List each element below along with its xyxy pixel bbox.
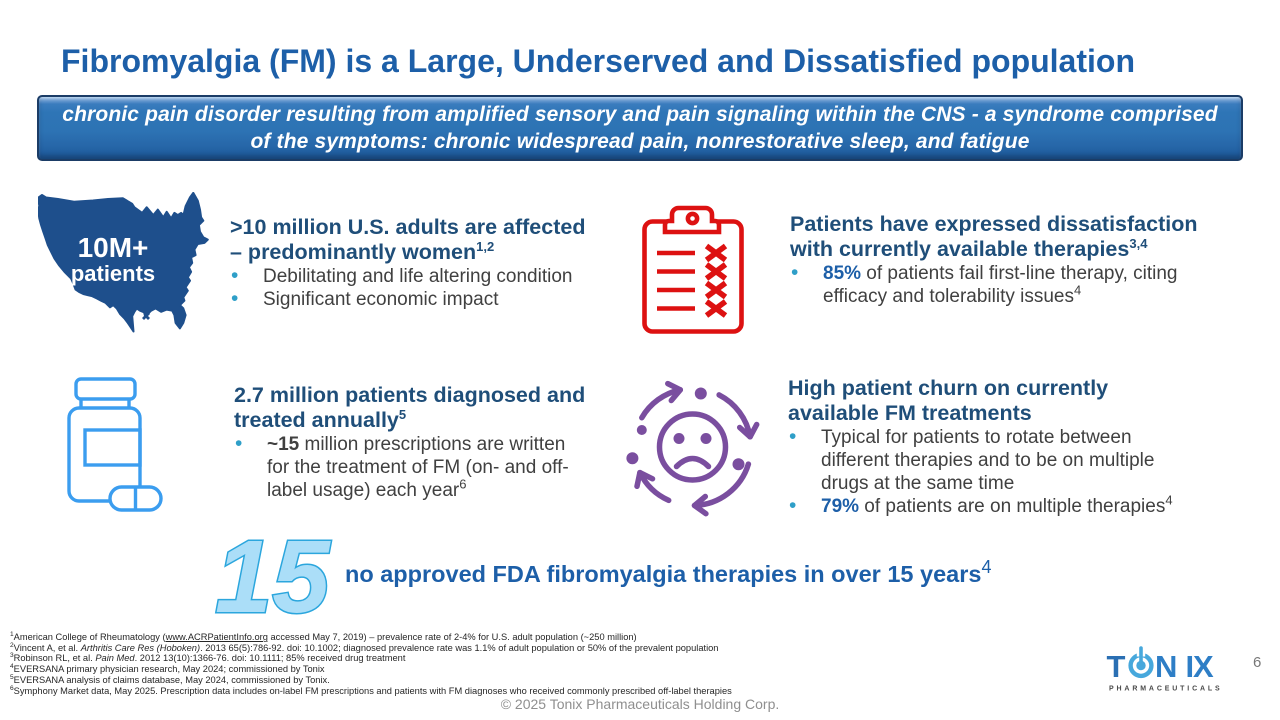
svg-text:15: 15: [215, 520, 331, 630]
svg-text:I: I: [1186, 649, 1195, 684]
svg-text:X: X: [1193, 649, 1214, 684]
svg-text:N: N: [1155, 649, 1177, 684]
svg-text:T: T: [1107, 649, 1126, 684]
svg-text:PHARMACEUTICALS: PHARMACEUTICALS: [1109, 686, 1223, 693]
